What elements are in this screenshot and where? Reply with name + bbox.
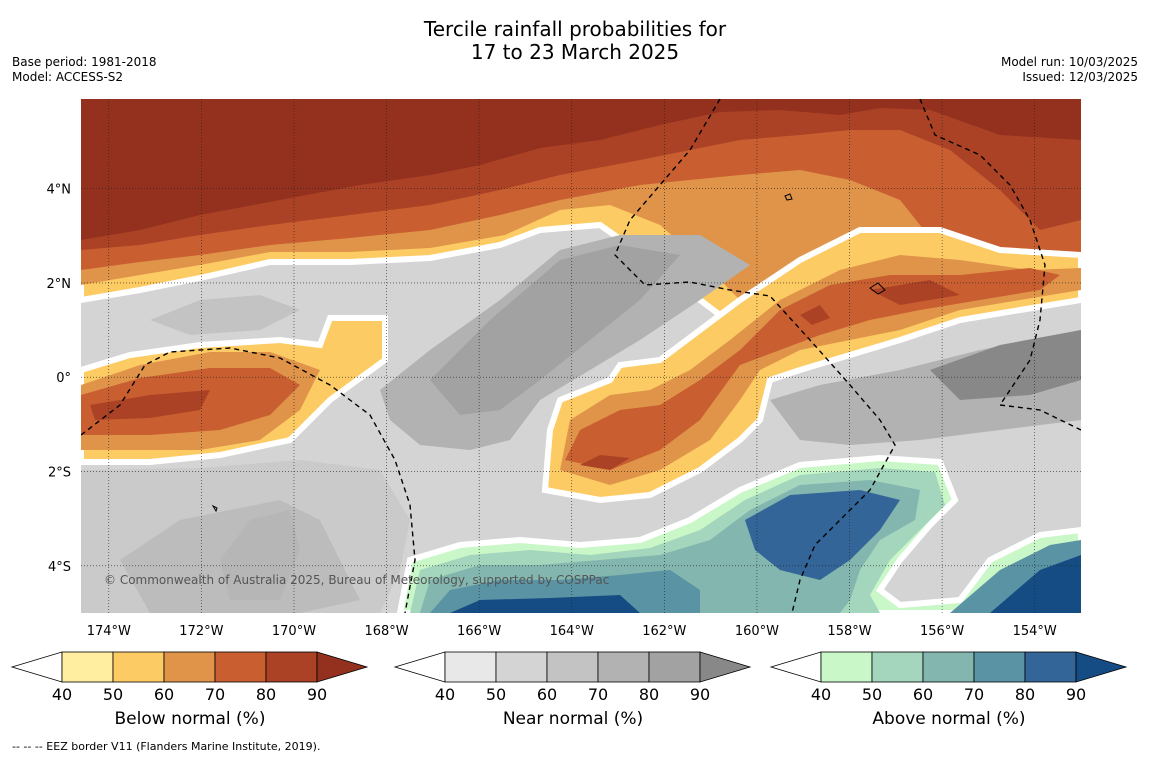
y-tick-label: 2°S: [48, 466, 71, 481]
x-tick-label: 162°W: [642, 624, 686, 639]
x-tick-labels: 174°W 172°W 170°W 168°W 166°W 164°W 162°W 160°W…: [87, 624, 1057, 639]
colorbar: 40 50 60 70 80 90: [393, 651, 752, 704]
island-1: [784, 193, 793, 201]
x-tick-label: 174°W: [87, 624, 131, 639]
colorbar-segment: [61, 651, 114, 683]
colorbar-segment: [871, 651, 924, 683]
central-tongue-70: [565, 268, 1060, 470]
colorbar-segment: [265, 651, 318, 683]
copyright-notice: © Commonwealth of Australia 2025, Bureau…: [104, 573, 609, 587]
colorbar-tick-label: 50: [486, 685, 506, 704]
model-name: Model: ACCESS-S2: [12, 70, 124, 84]
title-line-1: Tercile rainfall probabilities for: [423, 17, 727, 41]
colorbar-segment: [546, 651, 599, 683]
map-title: Tercile rainfall probabilities for 17 to…: [0, 18, 1150, 64]
central-tongue-80b: [800, 305, 830, 325]
western-tongue-80: [90, 390, 210, 420]
y-tick-label: 4°N: [47, 183, 72, 198]
colorbar-segment: [597, 651, 650, 683]
southeast-zone-80: [745, 490, 900, 580]
colorbar-label-above: Above normal (%): [872, 709, 1026, 729]
colorbar-tick-label: 70: [205, 685, 225, 704]
eez-border-west: [81, 347, 416, 613]
island-3: [211, 504, 218, 513]
colorbar-segment: [112, 651, 165, 683]
model-run: Model run: 10/03/2025: [1000, 55, 1138, 69]
colorbar-segment: [1024, 651, 1077, 683]
colorbar-segment: [163, 651, 216, 683]
y-tick-label: 0°: [56, 371, 71, 386]
title-line-2: 17 to 23 March 2025: [470, 40, 680, 64]
central-tongue-80a: [580, 455, 630, 470]
x-tick-label: 158°W: [827, 624, 871, 639]
colorbar-min-extend: [769, 651, 822, 683]
colorbar-tick-label: 80: [639, 685, 659, 704]
colorbar-segment: [922, 651, 975, 683]
colorbar-tick-label: 90: [690, 685, 710, 704]
map-field: © Commonwealth of Australia 2025, Bureau…: [81, 99, 1081, 613]
x-tick-label: 172°W: [179, 624, 223, 639]
colorbar-tick-label: 90: [1066, 685, 1086, 704]
meta-left: Base period: 1981-2018 Model: ACCESS-S2: [12, 55, 157, 85]
colorbar-tick-label: 40: [811, 685, 831, 704]
x-tick-label: 154°W: [1013, 624, 1057, 639]
colorbar-segment: [444, 651, 497, 683]
colorbar-tick-label: 60: [154, 685, 174, 704]
near-normal-90-east: [930, 330, 1081, 400]
x-tick-label: 160°W: [735, 624, 779, 639]
colorbar-max-extend: [1075, 651, 1128, 683]
colorbar-tick-label: 60: [913, 685, 933, 704]
colorbar-tick-label: 40: [52, 685, 72, 704]
colorbar-label-near: Near normal (%): [502, 709, 644, 729]
y-tick-label: 2°N: [47, 277, 72, 292]
y-tick-labels: 4°N 2°N 0° 2°S 4°S: [47, 183, 72, 575]
colorbar-tick-label: 80: [1015, 685, 1035, 704]
x-tick-label: 156°W: [920, 624, 964, 639]
central-tongue-80c: [870, 280, 960, 305]
y-tick-label: 4°S: [48, 560, 71, 575]
eez-border-east: [919, 99, 1081, 431]
colorbar: 40 50 60 70 80 90: [10, 651, 369, 704]
colorbar-tick-label: 70: [588, 685, 608, 704]
colorbar-tick-label: 40: [435, 685, 455, 704]
colorbar-tick-label: 90: [307, 685, 327, 704]
issued-date: Issued: 12/03/2025: [1022, 70, 1138, 84]
colorbar: 40 50 60 70 80 90: [769, 651, 1128, 704]
eez-footnote: -- -- -- EEZ border V11 (Flanders Marine…: [12, 740, 321, 753]
southeast-zone-90a: [450, 595, 640, 613]
colorbar-max-extend: [699, 651, 752, 683]
x-tick-label: 164°W: [550, 624, 594, 639]
colorbar-tick-label: 80: [256, 685, 276, 704]
colorbar-segment: [214, 651, 267, 683]
x-tick-label: 166°W: [457, 624, 501, 639]
southeast-zone-90b: [990, 555, 1081, 613]
colorbar-segment: [820, 651, 873, 683]
island-2: [869, 282, 886, 295]
near-normal-60-south: [81, 460, 410, 613]
eez-borders: [81, 99, 1081, 613]
colorbar-tick-label: 50: [103, 685, 123, 704]
colorbar-min-extend: [393, 651, 446, 683]
colorbar-segment: [495, 651, 548, 683]
colorbar-tick-label: 60: [537, 685, 557, 704]
colorbar-min-extend: [10, 651, 63, 683]
colorbar-segment: [648, 651, 701, 683]
colorbar-tick-label: 70: [964, 685, 984, 704]
meta-right: Model run: 10/03/2025 Issued: 12/03/2025: [1001, 55, 1138, 85]
colorbar-max-extend: [316, 651, 369, 683]
base-period: Base period: 1981-2018: [12, 55, 157, 69]
x-tick-label: 170°W: [272, 624, 316, 639]
x-tick-label: 168°W: [364, 624, 408, 639]
colorbar-tick-label: 50: [862, 685, 882, 704]
northern-zone-90: [81, 99, 1081, 240]
central-tongue-60: [560, 255, 1081, 485]
near-normal-80-central: [430, 245, 680, 415]
colorbars: 40 50 60 70 80 90 40 50 60 70 80 90 40 50 60 70 80 90: [10, 651, 1128, 704]
eez-border-central: [614, 99, 896, 613]
colorbar-segment: [973, 651, 1026, 683]
colorbar-label-below: Below normal (%): [114, 709, 266, 729]
islands: [211, 193, 886, 513]
near-normal-60-west: [150, 295, 300, 335]
